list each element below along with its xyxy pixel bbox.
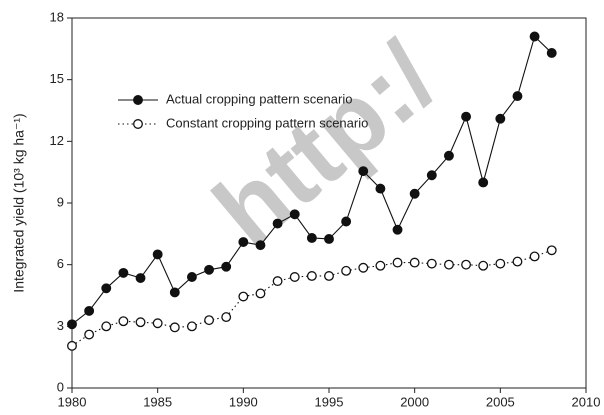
data-point: [461, 111, 472, 122]
data-point: [341, 216, 352, 227]
series: [67, 245, 557, 351]
legend-label: Constant cropping pattern scenario: [166, 115, 368, 130]
data-point: [67, 319, 77, 330]
x-tick-label: 1995: [315, 394, 344, 409]
data-point: [478, 260, 489, 271]
data-point: [152, 249, 163, 260]
y-tick-label: 15: [50, 71, 64, 86]
y-tick-label: 18: [50, 9, 64, 24]
y-axis-label: Integrated yield (10³ kg ha⁻¹): [11, 113, 27, 292]
data-point: [84, 305, 95, 316]
data-point: [426, 258, 437, 269]
y-tick-label: 9: [57, 194, 64, 209]
data-point: [409, 257, 420, 268]
data-point: [204, 315, 215, 326]
data-point: [495, 258, 506, 269]
x-tick-label: 1980: [58, 394, 87, 409]
data-point: [152, 318, 163, 329]
data-point: [118, 267, 129, 278]
data-point: [255, 240, 266, 251]
data-point: [306, 232, 317, 243]
data-point: [546, 47, 557, 58]
data-point: [426, 170, 437, 181]
data-point: [375, 260, 386, 271]
legend-label: Actual cropping pattern scenario: [166, 91, 352, 106]
data-point: [443, 259, 454, 270]
x-tick-label: 1985: [143, 394, 172, 409]
data-point: [135, 273, 146, 283]
data-point: [409, 188, 420, 199]
data-point: [529, 31, 540, 42]
data-point: [324, 234, 334, 244]
data-point: [238, 237, 249, 248]
data-point: [101, 321, 112, 332]
data-point: [238, 291, 249, 302]
data-point: [461, 259, 472, 270]
data-point: [135, 317, 146, 328]
data-point: [375, 183, 386, 194]
y-tick-label: 6: [57, 256, 64, 271]
data-point: [84, 329, 95, 340]
data-point: [495, 113, 506, 124]
data-point: [358, 166, 369, 177]
legend-marker: [133, 119, 143, 129]
data-point: [255, 288, 266, 299]
data-point: [169, 322, 180, 333]
data-point: [186, 272, 197, 282]
legend: Actual cropping pattern scenario Constant…: [118, 91, 368, 130]
y-tick-label: 0: [57, 379, 64, 394]
data-point: [118, 316, 129, 327]
data-point: [289, 209, 300, 220]
data-point: [169, 287, 180, 298]
legend-marker: [133, 95, 143, 105]
x-tick-label: 2000: [400, 394, 429, 409]
data-point: [478, 177, 489, 188]
data-point: [324, 271, 334, 281]
x-tick-label: 1990: [229, 394, 258, 409]
data-point: [101, 283, 112, 294]
data-point: [512, 91, 523, 102]
data-point: [272, 276, 283, 287]
data-point: [221, 261, 232, 272]
data-point: [512, 256, 523, 267]
data-point: [529, 251, 540, 262]
data-point: [306, 271, 317, 281]
y-tick-label: 3: [57, 318, 64, 333]
x-tick-label: 2010: [572, 394, 601, 409]
data-point: [341, 265, 352, 276]
watermark: http:/: [193, 21, 456, 267]
data-point: [392, 257, 403, 268]
data-point: [546, 245, 557, 256]
data-point: [204, 264, 215, 275]
data-point: [392, 224, 403, 235]
y-tick-label: 12: [50, 133, 64, 148]
x-tick-label: 2005: [486, 394, 515, 409]
data-point: [67, 340, 77, 351]
data-point: [289, 272, 300, 282]
series: [67, 31, 557, 330]
data-point: [443, 150, 454, 161]
data-point: [186, 321, 197, 332]
data-point: [358, 262, 369, 273]
data-point: [272, 218, 283, 229]
data-point: [221, 312, 232, 323]
